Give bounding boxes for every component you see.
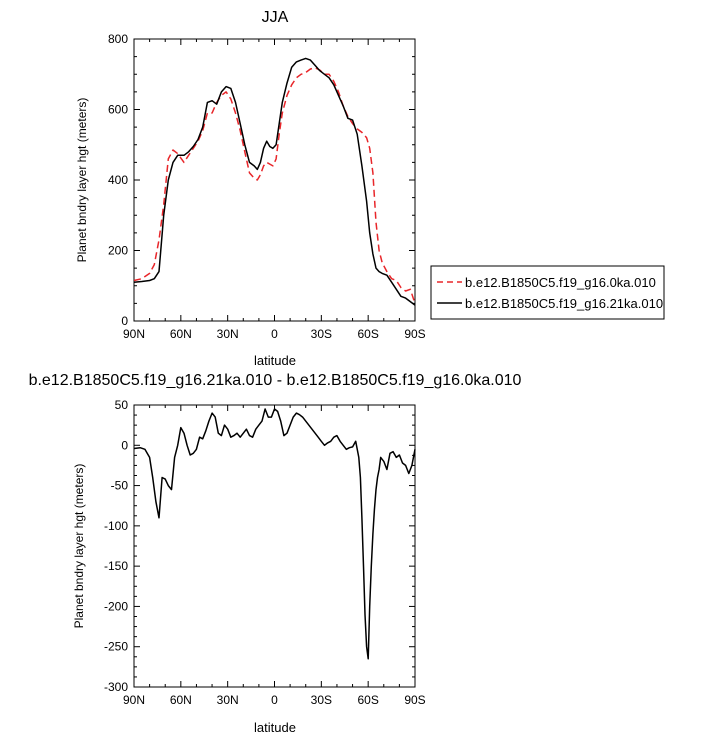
bottom-xtick-label: 60S — [357, 693, 378, 707]
legend: b.e12.B1850C5.f19_g16.0ka.010 b.e12.B185… — [430, 265, 665, 320]
top-series-line-1 — [133, 57, 416, 306]
bottom-ytick-label: -250 — [104, 640, 128, 654]
bottom-chart-title: b.e12.B1850C5.f19_g16.21ka.010 - b.e12.B… — [29, 372, 522, 389]
top-xtick-label: 0 — [271, 327, 278, 341]
bottom-xtick-label: 90S — [404, 693, 425, 707]
top-xtick-label: 90N — [123, 327, 145, 341]
legend-label-0ka: b.e12.B1850C5.f19_g16.0ka.010 — [465, 275, 656, 290]
bottom-plot-area: 90N 60N 30N 0 30S 60S 90S -300 -250 -200 -150 -100 -… — [104, 398, 426, 707]
top-chart-title: JJA — [262, 9, 289, 26]
legend-label-21ka: b.e12.B1850C5.f19_g16.21ka.010 — [465, 296, 663, 311]
bottom-xtick-label: 90N — [123, 693, 145, 707]
bottom-chart-ylabel: Planet bndry layer hgt (meters) — [72, 464, 86, 629]
top-ytick-label: 0 — [121, 314, 128, 328]
legend-box — [430, 265, 665, 320]
bottom-chart-xlabel: latitude — [254, 720, 296, 735]
top-ytick-label: 400 — [108, 173, 128, 187]
bottom-ytick-label: 0 — [121, 438, 128, 452]
bottom-xtick-label: 60N — [170, 693, 192, 707]
bottom-ytick-label: -200 — [104, 599, 128, 613]
bottom-ytick-label: -150 — [104, 559, 128, 573]
bottom-xtick-label: 30N — [217, 693, 239, 707]
bottom-series-line-0 — [133, 408, 416, 660]
top-ytick-label: 200 — [108, 244, 128, 258]
top-series-line-0 — [133, 67, 416, 304]
top-xtick-label: 90S — [404, 327, 425, 341]
bottom-ytick-label: -300 — [104, 680, 128, 694]
top-ytick-label: 800 — [108, 32, 128, 46]
bottom-xtick-label: 30S — [311, 693, 332, 707]
bottom-ytick-label: -50 — [111, 479, 129, 493]
bottom-ytick-label: -100 — [104, 519, 128, 533]
bottom-xtick-label: 0 — [271, 693, 278, 707]
top-xtick-label: 60N — [170, 327, 192, 341]
top-xtick-label: 30S — [311, 327, 332, 341]
top-xtick-label: 30N — [217, 327, 239, 341]
top-xtick-label: 60S — [357, 327, 378, 341]
bottom-ytick-label: 50 — [115, 398, 129, 412]
top-ytick-label: 600 — [108, 103, 128, 117]
top-chart-xlabel: latitude — [254, 353, 296, 368]
top-chart-ylabel: Planet bndry layer hgt (meters) — [75, 98, 89, 263]
top-plot-area: 90N 60N 30N 0 30S 60S 90S 0 200 400 600 800 — [108, 32, 426, 341]
